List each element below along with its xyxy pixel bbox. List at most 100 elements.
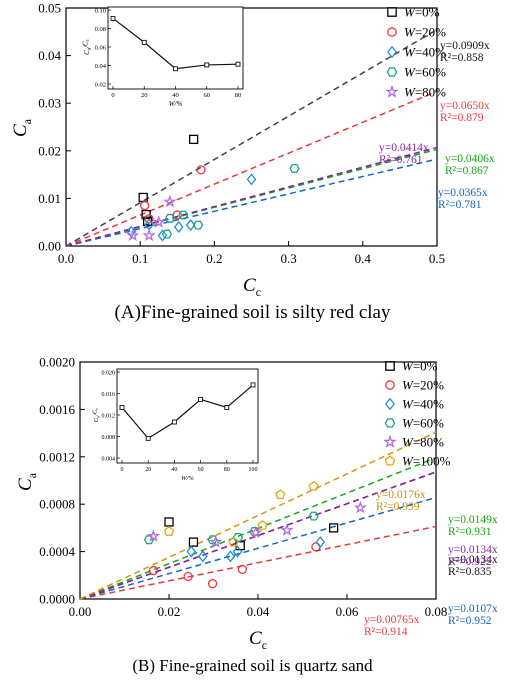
inset-x-tick-label: 20 bbox=[145, 467, 151, 473]
x-tick-label: 0.08 bbox=[425, 604, 448, 619]
inset-point bbox=[173, 66, 178, 72]
inset-y-label-part: c bbox=[86, 38, 91, 41]
data-point-pentagon bbox=[257, 520, 268, 530]
trend-equation: y=0.0414x bbox=[379, 142, 429, 154]
legend-marker bbox=[384, 397, 396, 411]
inset-point bbox=[171, 419, 177, 425]
y-axis-label-text: Ca bbox=[10, 118, 34, 137]
legend-label-value: =40% bbox=[415, 45, 446, 60]
data-point-hexagon bbox=[192, 220, 204, 230]
trend-equation: y=0.0365x bbox=[438, 187, 488, 199]
x-tick-label: 0.1 bbox=[132, 251, 148, 266]
trend-equation: y=0.0134x bbox=[448, 554, 498, 566]
inset-line bbox=[121, 384, 254, 440]
data-point-circle bbox=[148, 565, 159, 576]
legend-marker bbox=[385, 380, 395, 390]
trend-line-5 bbox=[79, 431, 437, 600]
x-axis-label-text: Cc bbox=[249, 628, 267, 652]
legend-marker bbox=[387, 27, 397, 37]
trend-equation: y=0.0909x bbox=[440, 40, 490, 52]
inset-y-tick-label: 0.004 bbox=[102, 456, 116, 462]
legend-label-value: =20% bbox=[413, 378, 444, 393]
trend-line-1 bbox=[65, 90, 438, 247]
data-point-diamond bbox=[225, 550, 236, 563]
y-tick-label: 0.0000 bbox=[39, 592, 75, 607]
trend-equation: y=0.0149x bbox=[448, 514, 498, 526]
y-tick-label: 0.0016 bbox=[39, 402, 75, 417]
inset-x-tick-label: 0 bbox=[111, 92, 114, 99]
legend-label: W=80% bbox=[402, 435, 444, 450]
y-tick-label: 0.0020 bbox=[39, 355, 75, 370]
data-point-star bbox=[126, 228, 140, 242]
data-point-hexagon bbox=[161, 229, 173, 239]
y-tick-label: 0.01 bbox=[38, 191, 61, 206]
legend-label: W=0% bbox=[404, 5, 440, 20]
legend-marker bbox=[387, 7, 397, 17]
trend-r2: R²=0.879 bbox=[440, 112, 484, 124]
y-axis-label-main: C bbox=[15, 478, 36, 491]
trend-line-2 bbox=[79, 496, 437, 600]
inset-y-tick-label: 0.008 bbox=[102, 435, 116, 441]
x-axis-label: Cc bbox=[249, 628, 267, 652]
trend-equation: y=0.00765x bbox=[364, 614, 420, 626]
inset-y-tick-label: 0.016 bbox=[102, 392, 116, 398]
x-axis-label-sub: c bbox=[256, 286, 261, 299]
x-axis-label-text: Cc bbox=[243, 275, 261, 299]
inset-x-tick-label: 100 bbox=[249, 467, 258, 473]
data-point-diamond bbox=[315, 536, 326, 549]
inset-x-tick-label: 60 bbox=[204, 92, 211, 99]
data-point-hexagon bbox=[289, 163, 300, 173]
trend-r2: R²=0.781 bbox=[438, 199, 482, 211]
y-axis-label-sub: a bbox=[21, 118, 34, 124]
y-tick-label: 0.0012 bbox=[39, 449, 75, 464]
plot-frame bbox=[65, 7, 438, 247]
data-point-star bbox=[353, 500, 367, 514]
legend-label-value: =0% bbox=[415, 5, 440, 20]
inset-y-label-part: c bbox=[94, 408, 99, 410]
trend-r2: R²=0.922 bbox=[448, 556, 492, 568]
data-point-diamond bbox=[186, 545, 197, 558]
caption-a: (A)Fine-grained soil is silty red clay bbox=[114, 302, 391, 323]
legend-label-var: W bbox=[404, 5, 416, 20]
inset-y-tick-label: 0.020 bbox=[102, 370, 116, 376]
inset-x-tick-label: 60 bbox=[198, 467, 204, 473]
inset-y-tick-label: 0.08 bbox=[95, 26, 106, 33]
legend-marker bbox=[386, 45, 398, 59]
legend-marker bbox=[385, 361, 395, 371]
legend-label: W=0% bbox=[402, 359, 438, 374]
data-point-pentagon bbox=[163, 526, 175, 536]
trend-line-1 bbox=[79, 525, 437, 600]
inset-y-tick-label: 0.10 bbox=[95, 7, 106, 14]
data-point-star bbox=[142, 228, 156, 242]
data-point-circle bbox=[196, 165, 206, 175]
data-point-diamond bbox=[157, 229, 168, 242]
inset-x-tick-label: 80 bbox=[224, 467, 230, 473]
data-point-pentagon bbox=[275, 489, 286, 500]
inset-x-tick-label: 0 bbox=[121, 467, 124, 473]
data-point-diamond bbox=[246, 173, 257, 186]
x-tick-label: 0.0 bbox=[58, 251, 74, 266]
data-point-star bbox=[209, 535, 223, 548]
data-point-star bbox=[146, 529, 161, 542]
data-point-pentagon bbox=[308, 481, 319, 491]
inset-point bbox=[235, 61, 241, 67]
inset-y-tick-label: 0.04 bbox=[95, 63, 107, 70]
inset-y-tick-label: 0.06 bbox=[95, 44, 107, 51]
data-point-circle bbox=[237, 564, 248, 575]
legend-label-value: =20% bbox=[415, 25, 446, 40]
trend-line-4 bbox=[65, 146, 438, 247]
y-tick-label: 0.0008 bbox=[39, 497, 75, 512]
inset-y-label-part: a bbox=[96, 416, 101, 418]
legend-label: W=80% bbox=[404, 85, 446, 100]
legend-label-var: W bbox=[402, 359, 414, 374]
legend-label-value: =80% bbox=[413, 435, 444, 450]
x-tick-label: 0.00 bbox=[69, 604, 92, 619]
trend-r2: R²=0.952 bbox=[448, 615, 492, 627]
legend-label-value: =60% bbox=[413, 416, 444, 431]
inset-x-tick-label: 80 bbox=[235, 92, 242, 99]
y-tick-label: 0.00 bbox=[38, 239, 61, 254]
legend-label-var: W bbox=[402, 397, 414, 412]
inset-point bbox=[224, 405, 230, 410]
x-tick-label: 0.4 bbox=[355, 251, 372, 266]
data-point-square bbox=[328, 523, 339, 533]
